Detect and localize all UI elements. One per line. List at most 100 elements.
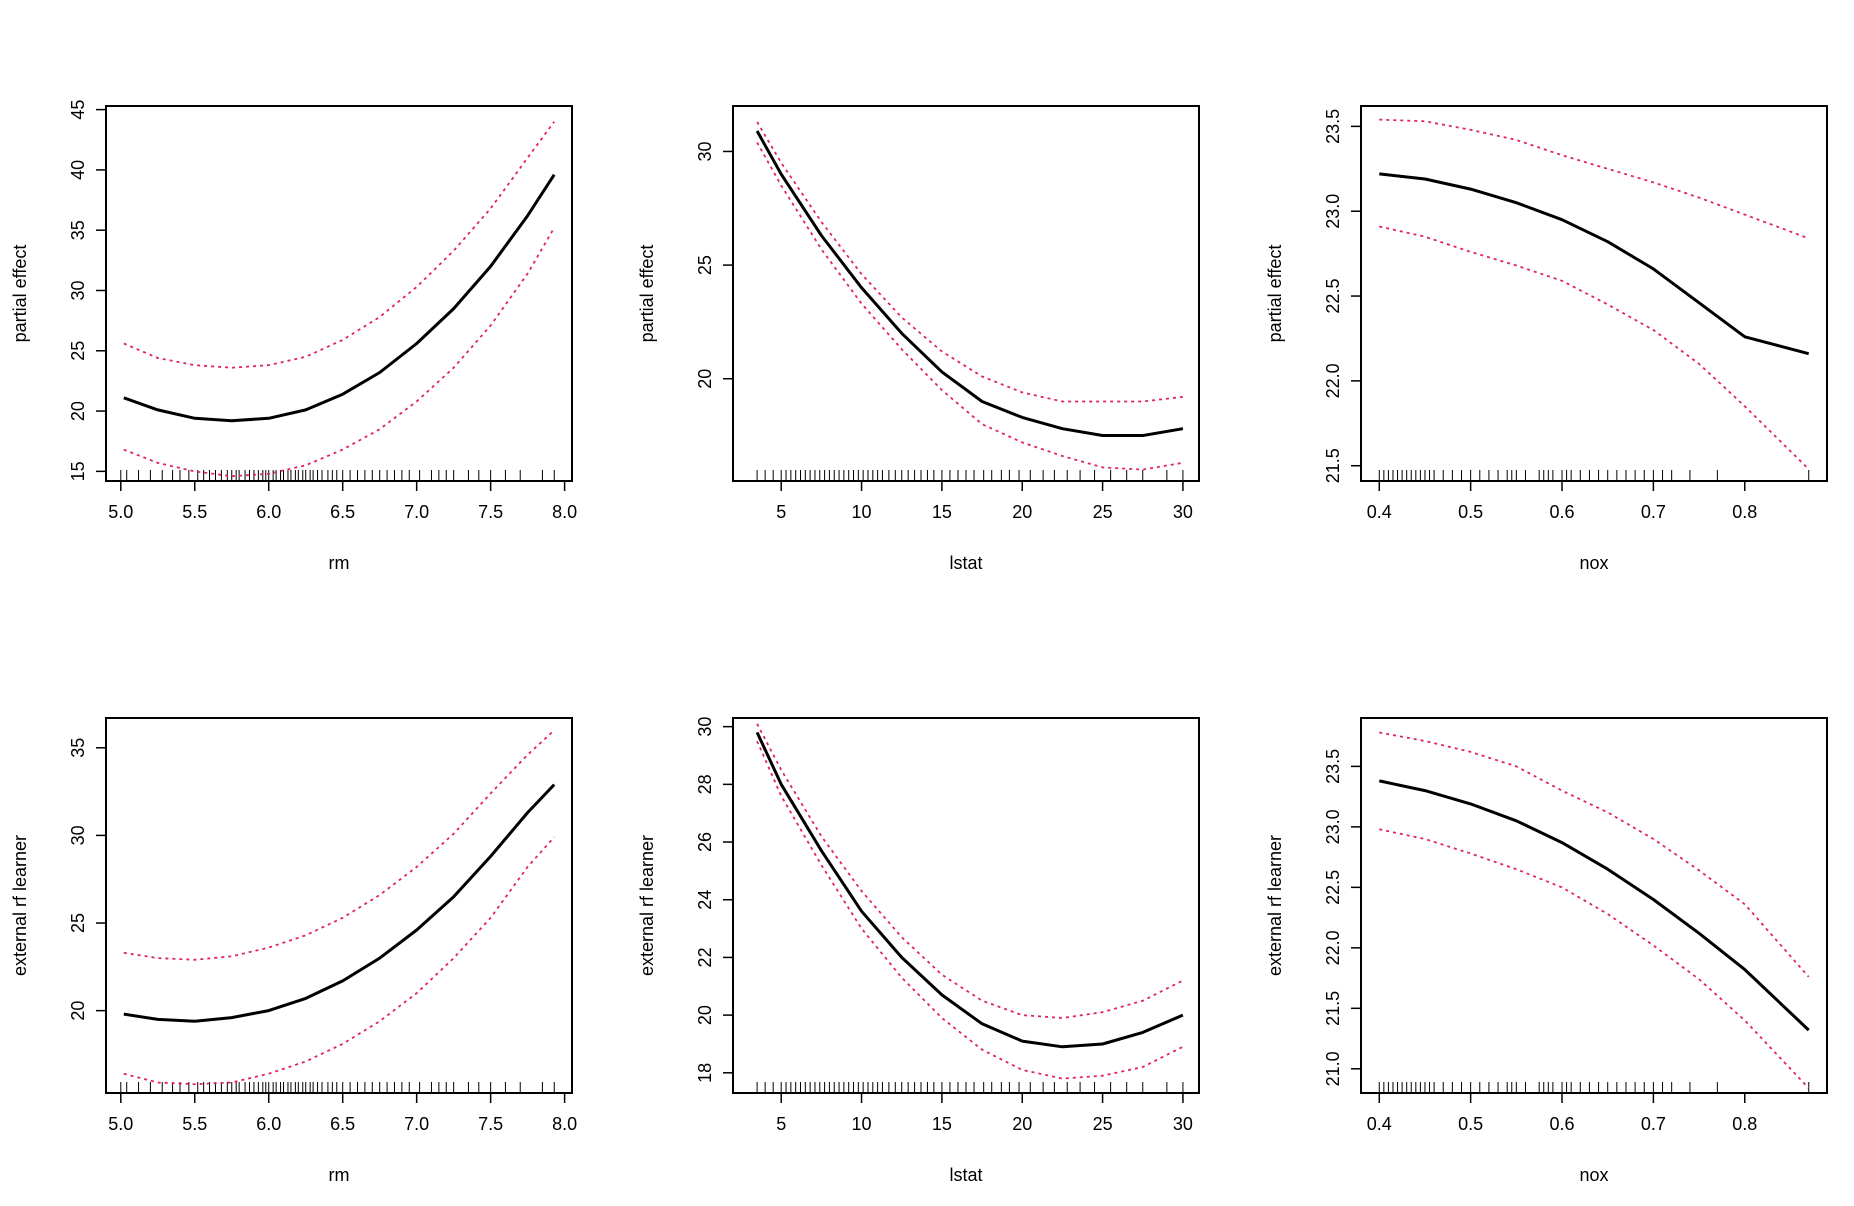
y-tick-label: 35 (68, 220, 88, 240)
y-tick-label: 24 (695, 890, 715, 910)
x-tick-label: 30 (1173, 502, 1193, 522)
y-tick-label: 21.5 (1323, 991, 1343, 1026)
chart-panel-6: 0.4 0.5 0.6 0.7 0.8 21.0 21.5 22.0 22.5 23.0 23.5 n… (1265, 717, 1828, 1185)
x-tick-label: 6.0 (256, 1114, 281, 1134)
y-tick-label: 35 (68, 738, 88, 758)
x-tick-label: 0.8 (1732, 1114, 1757, 1134)
chart-panel-3: 0.4 0.5 0.6 0.7 0.8 21.5 22.0 22.5 23.0 23.5 nox pa… (1265, 105, 1828, 573)
x-tick-label: 0.8 (1732, 502, 1757, 522)
x-tick-label: 10 (852, 502, 872, 522)
x-tick-label: 5.0 (108, 502, 133, 522)
x-tick-label: 0.4 (1367, 502, 1392, 522)
x-tick-label: 30 (1173, 1114, 1193, 1134)
y-tick-label: 30 (695, 717, 715, 737)
y-tick-label: 23.5 (1323, 749, 1343, 784)
y-tick-label: 21.5 (1323, 448, 1343, 483)
confidence-band-upper (756, 121, 1184, 403)
confidence-band-upper (123, 121, 555, 369)
x-tick-label: 10 (852, 1114, 872, 1134)
x-tick-label: 25 (1093, 502, 1113, 522)
y-tick-label: 25 (695, 255, 715, 275)
x-tick-label: 7.5 (478, 502, 503, 522)
x-tick-label: 0.6 (1550, 1114, 1575, 1134)
chart-panel-5: 5 10 15 20 25 30 18 20 22 24 26 28 30 lstat external r… (637, 717, 1200, 1185)
x-tick-label: 0.5 (1458, 502, 1483, 522)
plot-frame (105, 717, 573, 1094)
x-tick-label: 0.6 (1550, 502, 1575, 522)
chart-panel-4: 5.0 5.5 6.0 6.5 7.0 7.5 8.0 20 25 30 35 rm external … (10, 717, 577, 1185)
y-tick-label: 20 (68, 1001, 88, 1021)
y-axis-title: partial effect (10, 245, 30, 343)
confidence-band-lower (1379, 225, 1810, 470)
confidence-band-upper (123, 729, 555, 961)
confidence-band-lower (123, 836, 555, 1086)
x-tick-label: 8.0 (552, 502, 577, 522)
y-tick-label: 18 (695, 1063, 715, 1083)
confidence-band-lower (756, 141, 1184, 471)
x-axis-title: nox (1579, 553, 1608, 573)
y-tick-label: 23.0 (1323, 809, 1343, 844)
x-tick-label: 6.5 (330, 502, 355, 522)
y-tick-label: 20 (695, 1005, 715, 1025)
x-axis-title: rm (329, 1165, 350, 1185)
confidence-band-lower (1379, 828, 1810, 1089)
x-axis-title: lstat (949, 553, 982, 573)
x-tick-label: 5.5 (182, 502, 207, 522)
y-tick-label: 40 (68, 160, 88, 180)
y-axis-title: external rf learner (10, 835, 30, 976)
y-axis-title: external rf learner (637, 835, 657, 976)
y-tick-label: 23.5 (1323, 109, 1343, 144)
x-tick-label: 7.0 (404, 1114, 429, 1134)
estimate-line (1378, 779, 1810, 1032)
x-tick-label: 0.4 (1367, 1114, 1392, 1134)
confidence-band-upper (756, 723, 1184, 1019)
x-tick-label: 7.5 (478, 1114, 503, 1134)
plot-frame (1360, 105, 1828, 482)
y-axis-title: external rf learner (1265, 835, 1285, 976)
estimate-line (755, 731, 1184, 1049)
y-tick-label: 28 (695, 774, 715, 794)
x-tick-label: 5 (776, 1114, 786, 1134)
x-tick-label: 6.5 (330, 1114, 355, 1134)
x-tick-label: 25 (1093, 1114, 1113, 1134)
confidence-band-upper (1379, 118, 1810, 240)
chart-panel-2: 5 10 15 20 25 30 20 25 30 lstat partial effect (637, 105, 1200, 573)
y-tick-label: 23.0 (1323, 194, 1343, 229)
y-tick-label: 22.5 (1323, 279, 1343, 314)
x-tick-label: 5.0 (108, 1114, 133, 1134)
x-tick-label: 8.0 (552, 1114, 577, 1134)
y-tick-label: 30 (695, 141, 715, 161)
estimate-line (123, 783, 556, 1023)
y-tick-label: 20 (695, 369, 715, 389)
y-tick-label: 30 (68, 280, 88, 300)
y-tick-label: 45 (68, 100, 88, 120)
x-tick-label: 7.0 (404, 502, 429, 522)
estimate-line (1379, 172, 1810, 356)
chart-panel-1: 5.0 5.5 6.0 6.5 7.0 7.5 8.0 15 20 25 30 35 40 45 rm par… (10, 100, 577, 573)
y-tick-label: 22.0 (1323, 363, 1343, 398)
x-tick-label: 0.5 (1458, 1114, 1483, 1134)
estimate-line (755, 130, 1184, 437)
x-tick-label: 6.0 (256, 502, 281, 522)
plot-frame (1360, 717, 1828, 1094)
x-tick-label: 15 (932, 502, 952, 522)
confidence-band-lower (123, 227, 555, 478)
x-tick-label: 5.5 (182, 1114, 207, 1134)
y-tick-label: 26 (695, 832, 715, 852)
x-axis-title: rm (329, 553, 350, 573)
x-axis-title: lstat (949, 1165, 982, 1185)
y-tick-label: 15 (68, 461, 88, 481)
x-tick-label: 5 (776, 502, 786, 522)
x-tick-label: 0.7 (1641, 502, 1666, 522)
x-tick-label: 20 (1012, 1114, 1032, 1134)
confidence-band-upper (1379, 731, 1810, 978)
plot-frame (732, 105, 1200, 482)
x-tick-label: 15 (932, 1114, 952, 1134)
y-tick-label: 22 (695, 947, 715, 967)
y-tick-label: 22.0 (1323, 930, 1343, 965)
y-tick-label: 22.5 (1323, 870, 1343, 905)
y-axis-title: partial effect (1265, 245, 1285, 343)
y-tick-label: 20 (68, 401, 88, 421)
estimate-line (123, 173, 556, 423)
y-axis-title: partial effect (637, 245, 657, 343)
